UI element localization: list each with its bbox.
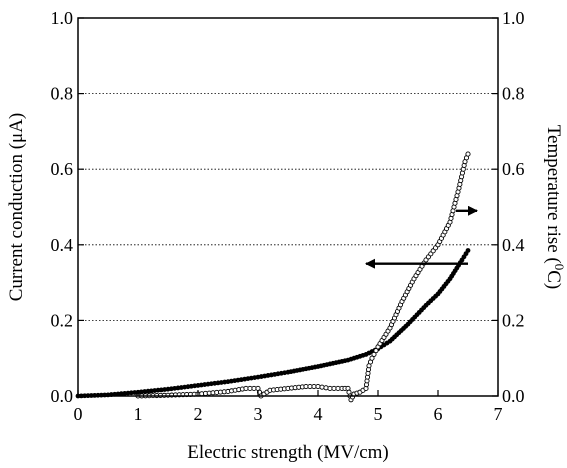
data-point <box>369 355 375 361</box>
data-point <box>319 384 325 390</box>
y-left-tick-label: 0.6 <box>51 159 74 179</box>
y-right-tick-label: 0.6 <box>502 159 525 179</box>
y-axis-right-label-superscript: 0 <box>553 264 567 271</box>
y-left-tick-label: 1.0 <box>51 8 74 28</box>
y-right-tick-label: 1.0 <box>502 8 525 28</box>
data-point <box>315 383 321 390</box>
x-tick-label: 2 <box>194 404 203 424</box>
x-tick-label: 3 <box>254 404 263 424</box>
y-axis-right-label-prefix: Temperature rise ( <box>543 125 564 264</box>
annotations <box>365 205 478 269</box>
data-series <box>75 151 471 403</box>
y-left-tick-label: 0.8 <box>51 84 74 104</box>
x-tick-label: 4 <box>314 404 323 424</box>
series-line <box>137 153 469 402</box>
x-tick-label: 0 <box>74 404 83 424</box>
plot-frame <box>77 17 499 397</box>
x-tick-label: 5 <box>374 404 383 424</box>
y-axis-right-label: Temperature rise (0C) <box>543 125 567 289</box>
y-right-tick-label: 0.8 <box>502 84 525 104</box>
y-left-tick-label: 0.4 <box>51 235 74 255</box>
y-right-tick-label: 0.0 <box>502 386 525 406</box>
y-axis-left-label: Current conduction (μA) <box>6 113 27 302</box>
axes <box>77 17 499 397</box>
y-left-tick-label: 0.0 <box>51 386 74 406</box>
y-left-tick-label: 0.2 <box>51 310 74 330</box>
tick-labels: 0 1 2 3 4 5 6 70.00.20.40.60.81.00.00.20.40.60.… <box>51 8 525 424</box>
data-point <box>465 248 471 253</box>
x-tick-label: 6 <box>434 404 443 424</box>
data-point <box>371 351 377 357</box>
data-point <box>323 385 329 391</box>
y-axis-right-label-suffix: C) <box>543 270 564 289</box>
x-axis-label: Electric strength (MV/cm) <box>187 442 389 463</box>
y-right-tick-label: 0.2 <box>502 310 525 330</box>
series-2 <box>135 151 471 403</box>
series-1 <box>75 248 471 399</box>
y-right-tick-label: 0.4 <box>502 235 525 255</box>
x-tick-label: 1 <box>134 404 143 424</box>
data-point <box>373 348 379 354</box>
data-point <box>465 151 471 157</box>
gridlines <box>78 93 498 321</box>
x-tick-label: 7 <box>494 404 503 424</box>
